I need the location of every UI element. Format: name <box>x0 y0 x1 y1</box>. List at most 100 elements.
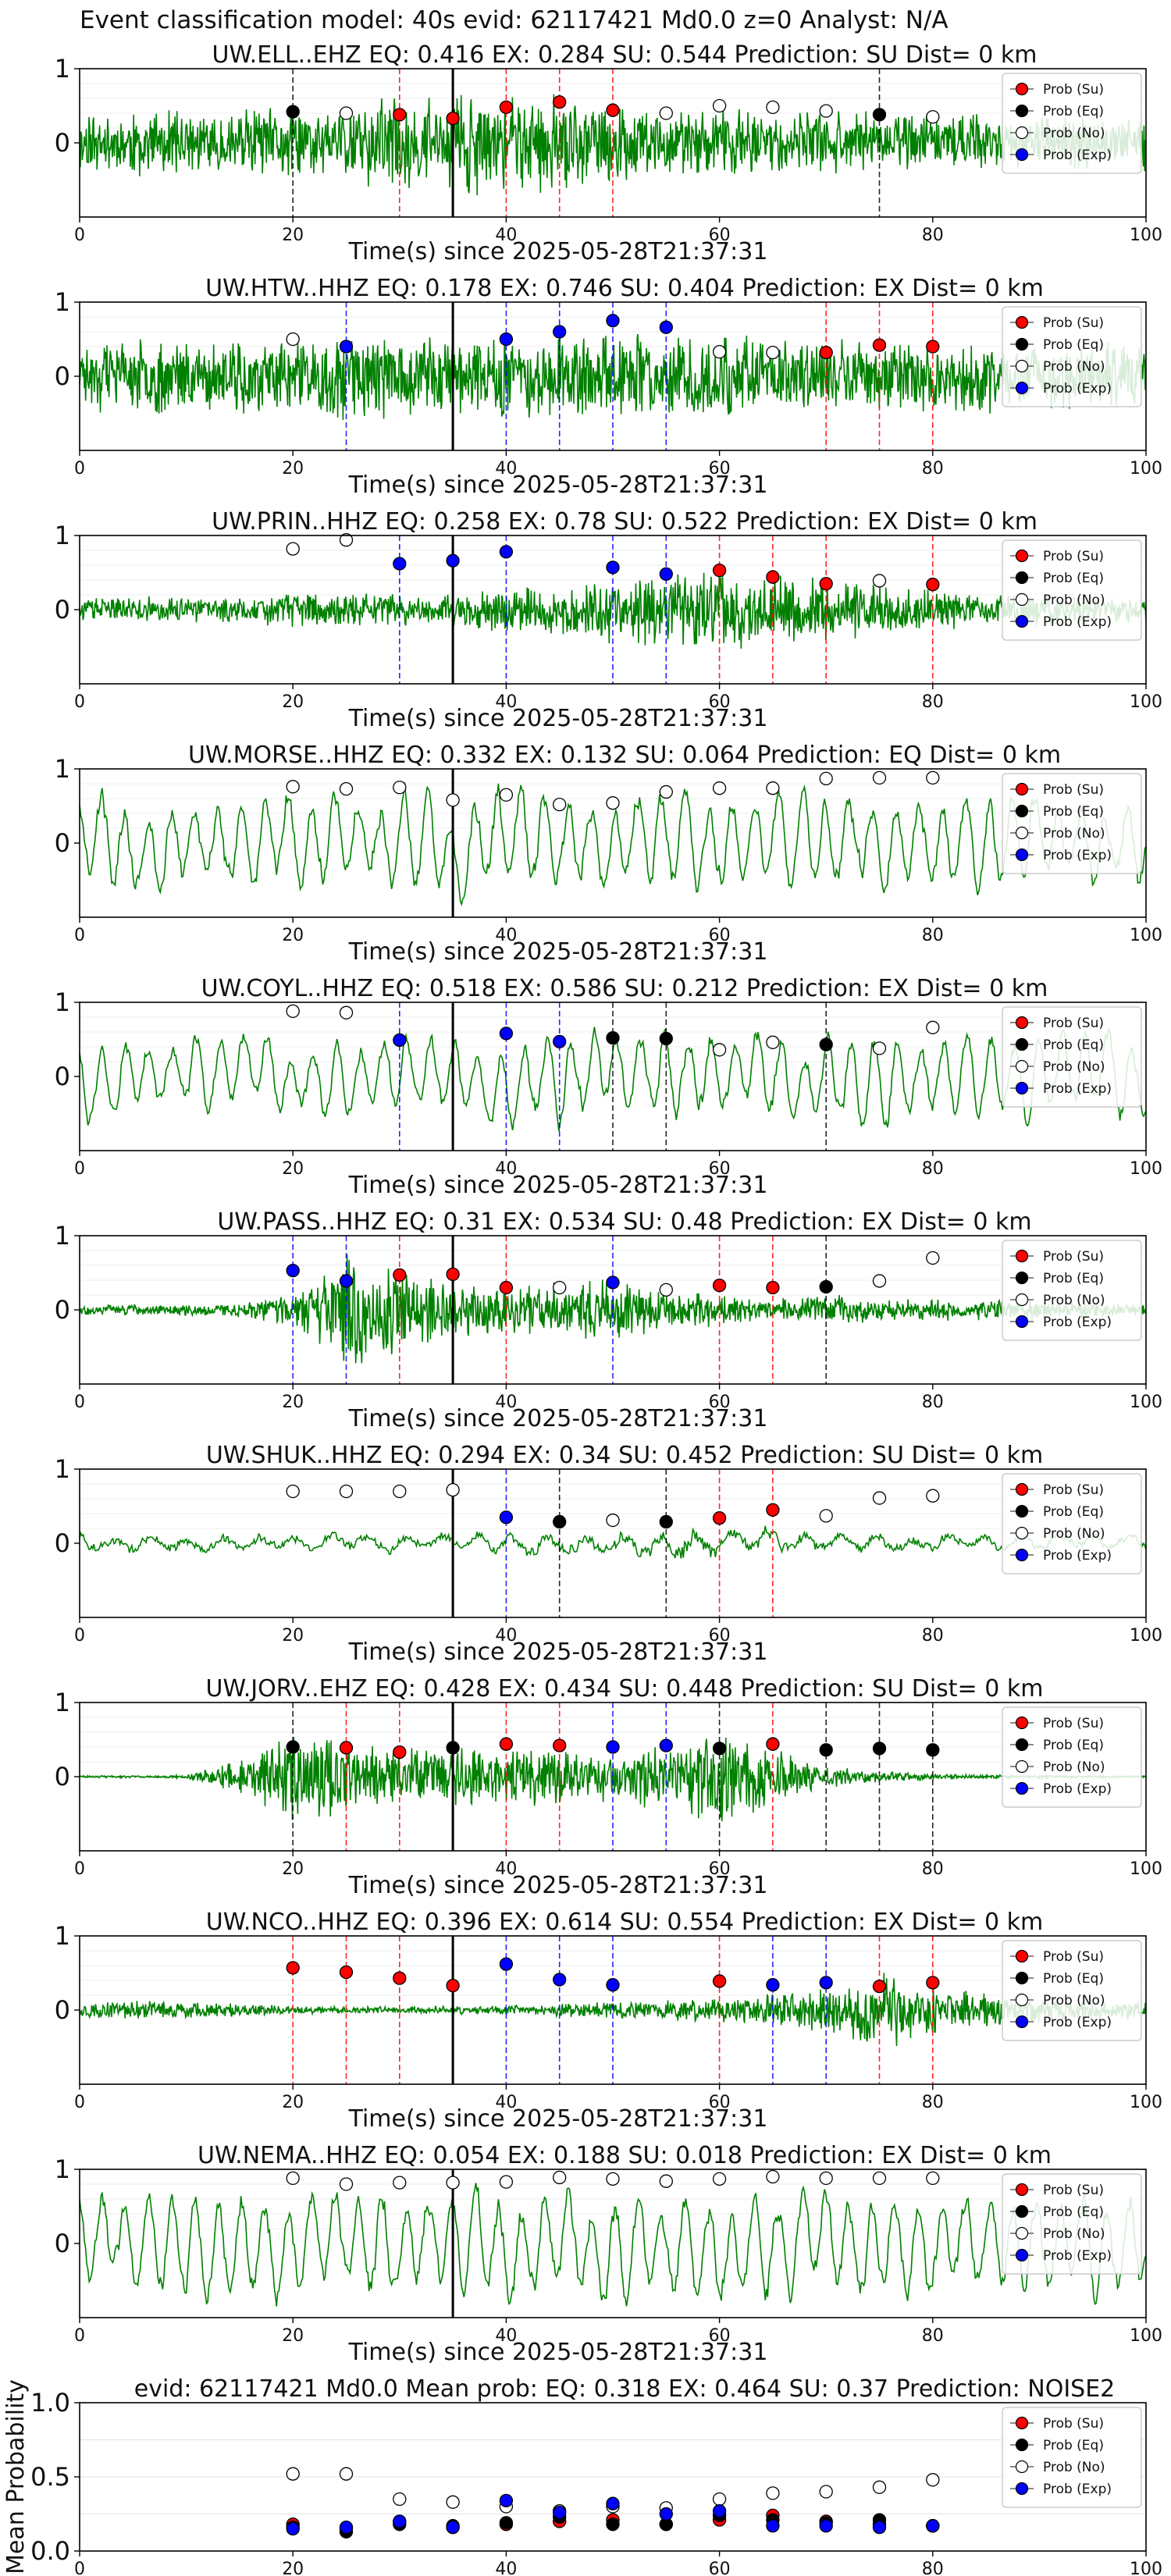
legend-marker-su <box>1015 1249 1029 1263</box>
window-point-su <box>499 1280 514 1295</box>
window-point-exp <box>659 1738 673 1752</box>
x-tick-label: 60 <box>709 1393 731 1412</box>
legend-label-su: Prob (Su) <box>1043 549 1104 564</box>
mean-point-no <box>872 2480 887 2494</box>
mean-point-no <box>926 2473 940 2487</box>
x-tick-label: 100 <box>1130 1159 1162 1179</box>
window-point-no <box>339 1005 354 1019</box>
legend-marker-exp <box>1015 2482 1029 2496</box>
y-tick-label: 1 <box>55 1688 70 1717</box>
window-point-su <box>766 570 780 584</box>
x-tick-label: 100 <box>1130 692 1162 712</box>
window-point-no <box>659 2174 673 2188</box>
legend-label-no: Prob (No) <box>1043 1059 1105 1075</box>
window-point-exp <box>766 1978 780 1992</box>
window-point-no <box>393 2176 407 2190</box>
window-point-su <box>393 1971 407 1985</box>
window-point-su <box>819 345 833 360</box>
legend-label-su: Prob (Su) <box>1043 2183 1104 2198</box>
legend-label-eq: Prob (Eq) <box>1043 571 1104 586</box>
waveform-trace <box>80 94 1146 196</box>
legend-label-no: Prob (No) <box>1043 1293 1105 1308</box>
x-tick-label: 80 <box>922 459 944 479</box>
x-tick-label: 20 <box>282 2560 304 2576</box>
x-tick-label: 0 <box>74 1626 85 1646</box>
x-tick-label: 20 <box>282 1393 304 1412</box>
legend-marker-su <box>1015 82 1029 96</box>
legend-marker-exp <box>1015 1081 1029 1095</box>
legend-box <box>1002 773 1142 874</box>
window-point-no <box>659 785 673 799</box>
window-point-eq <box>606 1030 620 1045</box>
panel-10: UW.NEMA..HHZ EQ: 0.054 EX: 0.188 SU: 0.0… <box>55 2142 1162 2366</box>
window-point-su <box>339 1965 354 1980</box>
x-tick-label: 20 <box>282 1859 304 1879</box>
legend-box <box>1002 73 1142 174</box>
x-tick-label: 100 <box>1130 1626 1162 1646</box>
window-point-exp <box>499 332 514 347</box>
panel-title: UW.COYL..HHZ EQ: 0.518 EX: 0.586 SU: 0.2… <box>201 975 1048 1002</box>
x-tick-label: 100 <box>1130 459 1162 479</box>
legend-box <box>1002 1240 1142 1341</box>
window-point-no <box>712 2172 727 2186</box>
window-point-eq <box>446 1741 460 1755</box>
x-tick-label: 20 <box>282 2093 304 2112</box>
window-point-no <box>819 1509 833 1523</box>
mean-point-exp <box>872 2520 887 2535</box>
x-tick-label: 60 <box>709 926 731 945</box>
window-point-su <box>339 1741 354 1755</box>
legend-box <box>1002 1940 1142 2041</box>
window-point-no <box>872 1274 887 1288</box>
y-tick-label: 1 <box>55 2154 70 2184</box>
window-point-exp <box>553 1973 567 1987</box>
y-tick-label: 0.5 <box>30 2462 70 2492</box>
legend-marker-eq <box>1015 1971 1029 1985</box>
mean-point-no <box>446 2495 460 2509</box>
window-point-eq <box>659 1514 673 1529</box>
legend-label-no: Prob (No) <box>1043 2226 1105 2242</box>
y-tick-label: 1 <box>55 1454 70 1484</box>
x-tick-label: 80 <box>922 2560 944 2576</box>
panel-title: UW.MORSE..HHZ EQ: 0.332 EX: 0.132 SU: 0.… <box>188 742 1061 769</box>
x-tick-label: 60 <box>709 692 731 712</box>
window-point-no <box>926 1489 940 1503</box>
plot-area <box>79 2169 1147 2318</box>
window-point-exp <box>606 560 620 575</box>
legend-label-exp: Prob (Exp) <box>1043 1781 1112 1797</box>
legend-label-su: Prob (Su) <box>1043 1716 1104 1731</box>
x-tick-label: 40 <box>495 2326 517 2346</box>
y-tick-label: 0 <box>55 828 70 858</box>
mean-point-no <box>766 2486 780 2500</box>
panel-9: UW.NCO..HHZ EQ: 0.396 EX: 0.614 SU: 0.55… <box>55 1909 1162 2133</box>
window-point-no <box>339 533 354 547</box>
plot-area <box>79 1935 1147 2085</box>
waveform-trace <box>80 1026 1146 1132</box>
window-point-exp <box>606 1276 620 1290</box>
legend-label-su: Prob (Su) <box>1043 782 1104 798</box>
x-tick-label: 80 <box>922 2326 944 2346</box>
window-point-su <box>872 338 887 352</box>
window-point-no <box>286 1004 300 1019</box>
window-point-eq <box>286 105 300 119</box>
x-tick-label: 80 <box>922 692 944 712</box>
legend-box <box>1002 2407 1142 2508</box>
legend-label-su: Prob (Su) <box>1043 82 1104 98</box>
window-point-eq <box>553 1514 567 1529</box>
window-point-no <box>339 1484 354 1499</box>
legend-label-exp: Prob (Exp) <box>1043 2015 1112 2030</box>
window-point-no <box>872 770 887 785</box>
window-point-no <box>553 797 567 812</box>
legend-marker-eq <box>1015 2438 1029 2452</box>
legend-marker-eq <box>1015 1037 1029 1051</box>
window-point-su <box>606 103 620 117</box>
x-tick-label: 100 <box>1130 2326 1162 2346</box>
plot-area <box>79 1468 1147 1618</box>
x-tick-label: 20 <box>282 226 304 245</box>
legend-marker-no <box>1015 1059 1029 1073</box>
window-point-no <box>339 782 354 796</box>
legend-marker-eq <box>1015 104 1029 118</box>
window-point-exp <box>819 1976 833 1990</box>
x-tick-label: 40 <box>495 1159 517 1179</box>
legend-label-exp: Prob (Exp) <box>1043 1548 1112 1564</box>
